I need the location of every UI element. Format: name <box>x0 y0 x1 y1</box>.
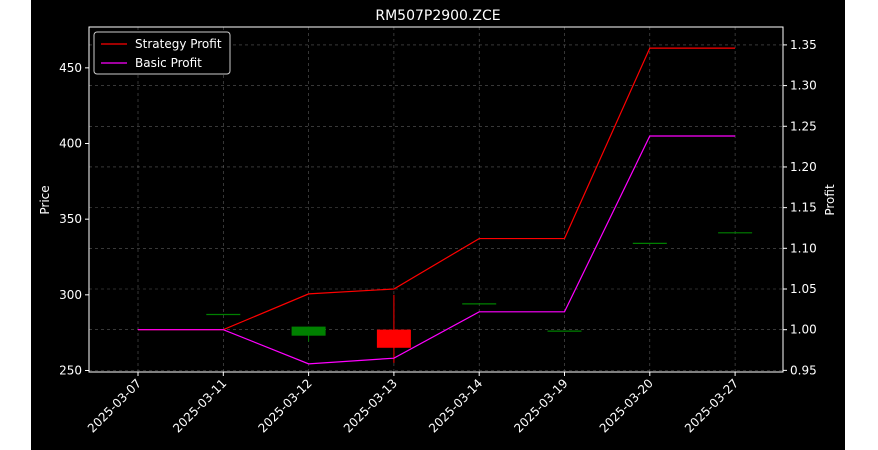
x-tick-label: 2025-03-19 <box>511 376 570 435</box>
y-tick-label: 300 <box>59 288 82 302</box>
series-line-basic-profit <box>138 135 736 365</box>
candle-body <box>291 326 326 336</box>
chart-svg: RM507P2900.ZCE 250 300 350 400 450 0.95 1.00 1… <box>38 8 837 435</box>
y2-tick-label: 0.95 <box>790 363 817 377</box>
x-tick-label: 2025-03-11 <box>170 376 229 435</box>
candlestick-layer <box>206 232 753 363</box>
y-tick-label: 350 <box>59 212 82 226</box>
y-tick-label: 400 <box>59 137 82 151</box>
x-tick-label: 2025-03-12 <box>256 376 315 435</box>
y-axis-label: Price <box>38 185 52 214</box>
y2-tick-label: 1.15 <box>790 201 817 215</box>
series-line-strategy-profit <box>138 47 736 331</box>
profit-lines-layer <box>138 47 736 365</box>
left-axis: 250 300 350 400 450 <box>59 61 89 377</box>
candle-body <box>376 329 411 348</box>
chart-title: RM507P2900.ZCE <box>375 8 500 24</box>
right-axis: 0.95 1.00 1.05 1.10 1.15 1.20 1.25 1.30 1.35 <box>783 38 817 377</box>
x-tick-label: 2025-03-14 <box>426 376 485 435</box>
legend-label-basic-profit: Basic Profit <box>135 56 202 70</box>
x-axis: 2025-03-07 2025-03-11 2025-03-12 2025-03-13… <box>85 372 741 435</box>
legend: Strategy Profit Basic Profit <box>93 31 231 75</box>
chart-figure: RM507P2900.ZCE 250 300 350 400 450 0.95 1.00 1… <box>31 0 845 450</box>
y2-axis-label: Profit <box>823 184 837 216</box>
x-tick-label: 2025-03-27 <box>682 376 741 435</box>
legend-box <box>93 31 231 75</box>
y2-tick-label: 1.10 <box>790 241 817 255</box>
y-tick-label: 450 <box>59 61 82 75</box>
y2-tick-label: 1.30 <box>790 79 817 93</box>
x-tick-label: 2025-03-07 <box>85 376 144 435</box>
y2-tick-label: 1.25 <box>790 119 817 133</box>
legend-label-strategy-profit: Strategy Profit <box>135 37 222 51</box>
x-tick-label: 2025-03-13 <box>341 376 400 435</box>
y-tick-label: 250 <box>59 363 82 377</box>
x-tick-label: 2025-03-20 <box>597 376 656 435</box>
y2-tick-label: 1.20 <box>790 160 817 174</box>
y2-tick-label: 1.00 <box>790 323 817 337</box>
y2-tick-label: 1.35 <box>790 38 817 52</box>
plot-frame <box>88 26 784 373</box>
grid-layer <box>89 27 783 372</box>
y2-tick-label: 1.05 <box>790 282 817 296</box>
